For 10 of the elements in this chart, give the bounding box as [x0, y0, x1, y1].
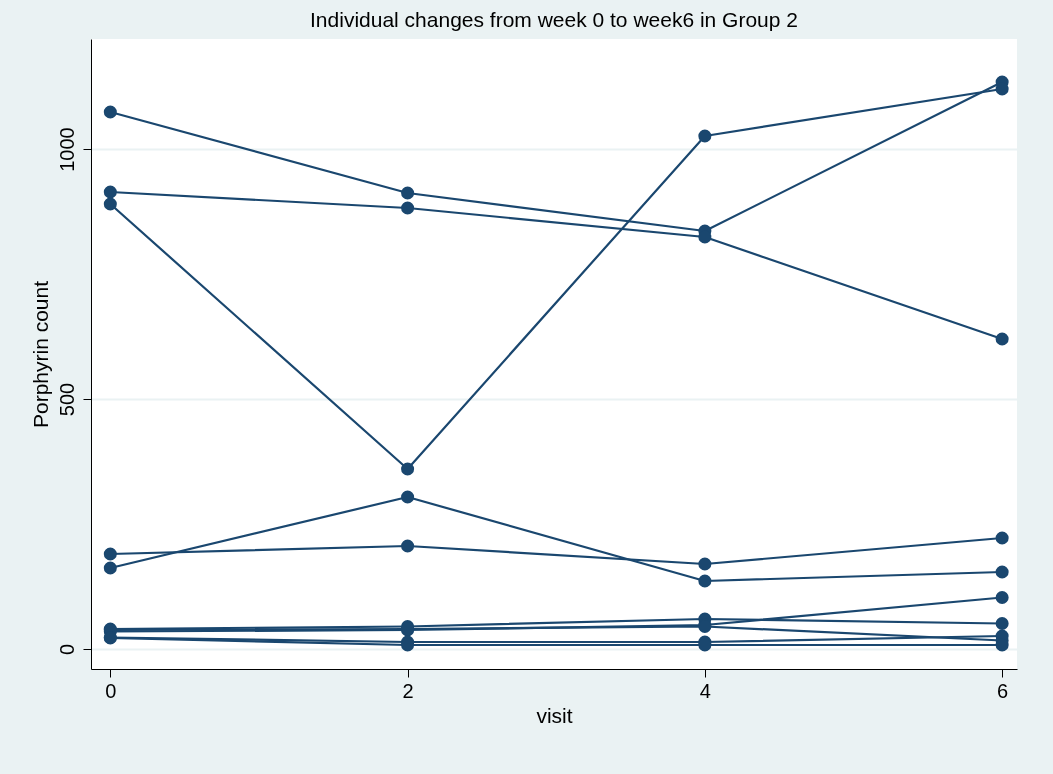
x-tick-label: 6 — [997, 679, 1009, 702]
y-tick-label: 500 — [55, 382, 78, 417]
chart-title: Individual changes from week 0 to week6 in Group 2 — [310, 8, 798, 31]
x-tick-label: 0 — [105, 679, 117, 702]
x-tick-label: 2 — [402, 679, 414, 702]
x-axis-title: visit — [536, 703, 573, 727]
y-axis-title: Porphyrin count — [28, 280, 52, 429]
y-tick-label: 0 — [55, 643, 78, 656]
x-tick-label: 4 — [699, 679, 711, 702]
y-tick-label: 1000 — [55, 127, 78, 172]
